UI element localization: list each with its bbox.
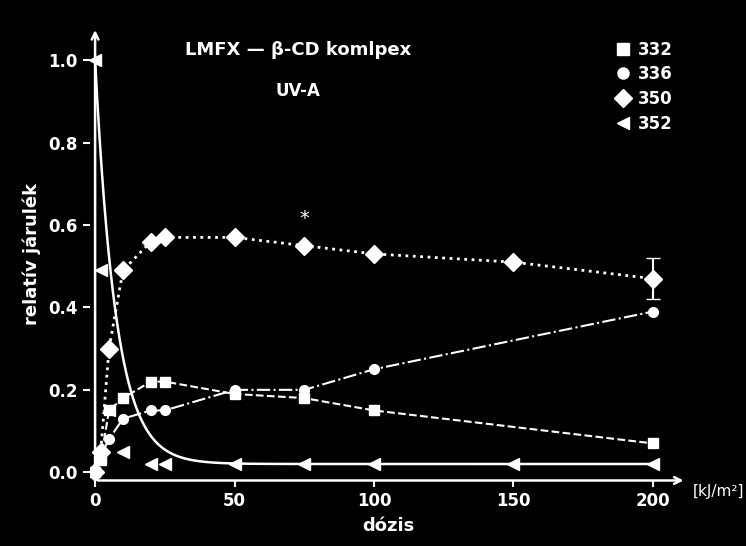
- 336: [369, 366, 378, 372]
- 336: [96, 453, 105, 459]
- 332: [369, 407, 378, 414]
- 350: [96, 448, 105, 455]
- 352: [160, 461, 169, 467]
- 350: [230, 234, 239, 241]
- 352: [300, 461, 309, 467]
- Text: UV-A: UV-A: [276, 82, 321, 100]
- 332: [96, 456, 105, 463]
- 352: [648, 461, 657, 467]
- Line: 332: 332: [90, 377, 658, 477]
- 332: [119, 395, 128, 401]
- Line: 350: 350: [89, 231, 659, 478]
- 352: [104, 407, 113, 414]
- 332: [146, 378, 155, 385]
- 352: [230, 461, 239, 467]
- Text: *: *: [299, 209, 309, 228]
- 336: [230, 387, 239, 393]
- 336: [104, 436, 113, 443]
- 350: [146, 238, 155, 245]
- Line: 336: 336: [90, 307, 658, 477]
- 352: [96, 267, 105, 274]
- 350: [90, 469, 99, 476]
- 332: [90, 469, 99, 476]
- 350: [104, 346, 113, 352]
- 332: [104, 407, 113, 414]
- 336: [90, 469, 99, 476]
- Y-axis label: relatív járulék: relatív járulék: [23, 183, 41, 325]
- 352: [119, 448, 128, 455]
- 350: [648, 275, 657, 282]
- 336: [146, 407, 155, 414]
- 336: [119, 416, 128, 422]
- Text: [kJ/m²]: [kJ/m²]: [692, 484, 744, 499]
- 336: [648, 308, 657, 315]
- Text: dózis: dózis: [362, 517, 414, 535]
- 332: [160, 378, 169, 385]
- 350: [300, 242, 309, 249]
- 352: [369, 461, 378, 467]
- 350: [369, 251, 378, 257]
- 350: [119, 267, 128, 274]
- Line: 352: 352: [89, 54, 659, 470]
- 350: [509, 259, 518, 265]
- 332: [230, 391, 239, 397]
- 352: [90, 57, 99, 63]
- Legend: 332, 336, 350, 352: 332, 336, 350, 352: [612, 35, 678, 138]
- 332: [300, 395, 309, 401]
- 336: [300, 387, 309, 393]
- Text: LMFX — β-CD komlpex: LMFX — β-CD komlpex: [185, 41, 412, 59]
- 352: [509, 461, 518, 467]
- 352: [146, 461, 155, 467]
- 332: [648, 440, 657, 447]
- 336: [160, 407, 169, 414]
- 350: [160, 234, 169, 241]
